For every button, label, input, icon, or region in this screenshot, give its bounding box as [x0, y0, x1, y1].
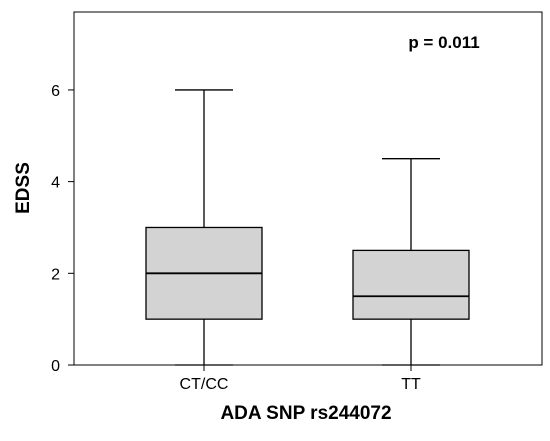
y-tick-label: 0: [51, 358, 60, 375]
y-tick-label: 2: [51, 266, 60, 283]
box-group: [352, 158, 470, 366]
y-tick-label: 6: [51, 83, 60, 100]
x-axis-ticks: CT/CC TT: [180, 365, 421, 393]
x-tick-label: CT/CC: [180, 376, 229, 393]
x-axis-title: ADA SNP rs244072: [220, 403, 391, 424]
plot-frame: [73, 11, 543, 366]
x-tick-label: TT: [401, 376, 421, 393]
box-group: [145, 89, 263, 366]
y-tick-label: 4: [51, 175, 60, 192]
iqr-box: [352, 249, 470, 320]
p-value-annotation: p = 0.011: [408, 33, 479, 52]
y-axis-title: EDSS: [13, 162, 34, 214]
boxes-layer: [145, 89, 470, 366]
y-axis-ticks: 0 2 4 6: [51, 83, 74, 375]
